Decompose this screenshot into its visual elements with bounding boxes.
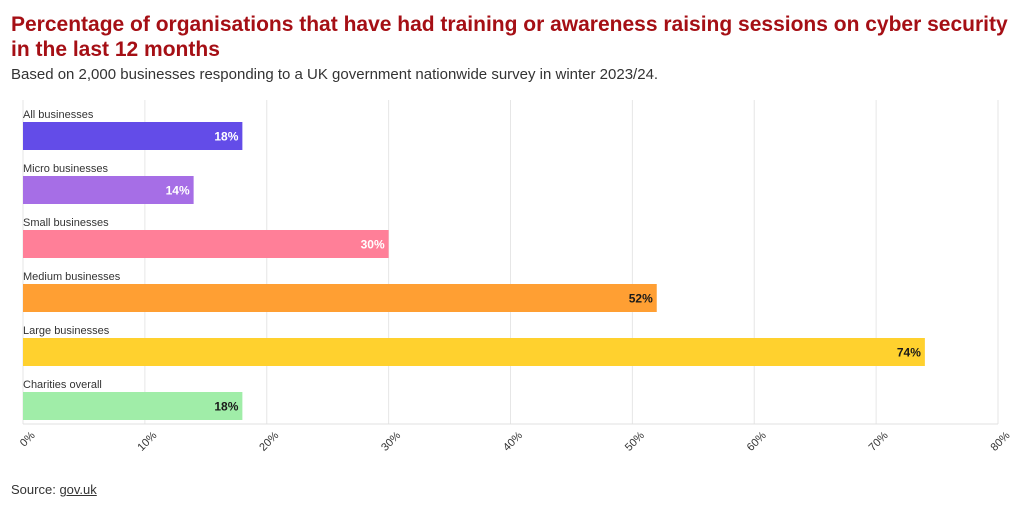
bar <box>23 284 657 312</box>
category-label: Small businesses <box>23 217 109 229</box>
x-tick-label: 30% <box>379 429 403 453</box>
data-label: 14% <box>166 184 190 198</box>
x-tick-label: 0% <box>18 429 38 449</box>
category-label: Charities overall <box>23 379 102 391</box>
category-label: Micro businesses <box>23 163 108 175</box>
bar <box>23 230 389 258</box>
category-label: Large businesses <box>23 325 110 337</box>
x-tick-label: 20% <box>257 429 281 453</box>
x-tick-label: 80% <box>989 429 1013 453</box>
bar <box>23 176 194 204</box>
x-tick-label: 10% <box>135 429 159 453</box>
chart-subtitle: Based on 2,000 businesses responding to … <box>11 66 659 83</box>
x-tick-label: 70% <box>867 429 891 453</box>
category-label: Medium businesses <box>23 271 121 283</box>
category-label: All businesses <box>23 109 94 121</box>
x-tick-label: 40% <box>501 429 525 453</box>
bar <box>23 392 243 420</box>
data-label: 74% <box>897 346 921 360</box>
source-link[interactable]: gov.uk <box>59 482 97 497</box>
bar <box>23 338 925 366</box>
data-label: 52% <box>629 292 653 306</box>
data-label: 18% <box>214 400 238 414</box>
bar <box>23 122 243 150</box>
x-tick-label: 50% <box>623 429 647 453</box>
source-label: Source: <box>11 482 56 497</box>
x-tick-label: 60% <box>745 429 769 453</box>
data-label: 30% <box>361 238 385 252</box>
data-label: 18% <box>214 130 238 144</box>
chart-title: Percentage of organisations that have ha… <box>11 13 1008 61</box>
source-note: Source: gov.uk <box>11 482 97 497</box>
